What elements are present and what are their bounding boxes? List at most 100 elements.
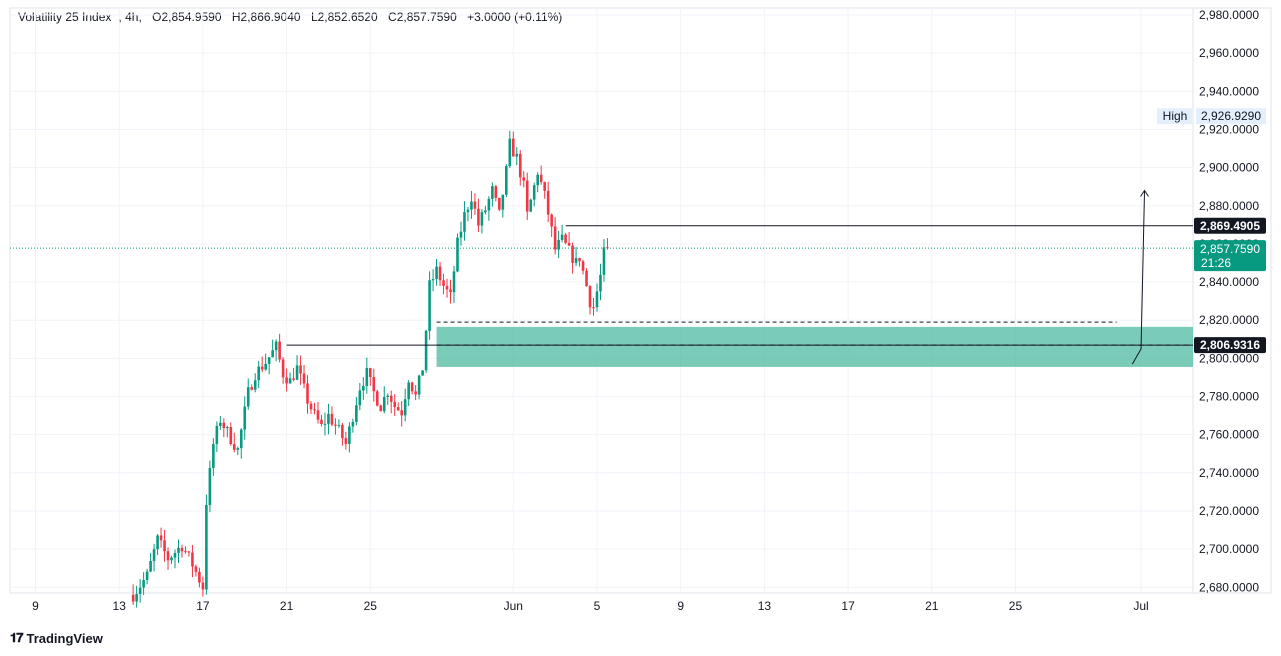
candle-body	[320, 419, 323, 425]
candle-body	[222, 422, 226, 429]
time-tick-label: 25	[364, 599, 378, 613]
candle-body	[285, 377, 288, 384]
candle-body	[201, 582, 205, 590]
support-badge	[1194, 337, 1266, 354]
candle-body	[501, 194, 505, 210]
candle-body	[219, 422, 222, 426]
support-badge-value: 2,806.9316	[1200, 338, 1260, 352]
candle-body	[348, 426, 351, 444]
price-tick-label: 2,960.0000	[1199, 46, 1259, 60]
candle-body	[341, 424, 344, 439]
candle-body	[435, 266, 438, 280]
time-tick-label: 5	[594, 599, 601, 613]
price-tick-label: 2,980.0000	[1199, 8, 1259, 22]
candle-body	[299, 365, 302, 374]
candle-body	[386, 395, 390, 398]
candle-body	[163, 540, 166, 552]
tradingview-logo[interactable]: 𝟏𝟕 TradingView	[10, 630, 103, 646]
candle-body	[529, 199, 533, 212]
time-tick-label: 25	[1009, 599, 1023, 613]
candle-body	[156, 535, 159, 550]
candle-body	[515, 153, 519, 157]
candle-body	[205, 504, 208, 590]
candle-body	[473, 201, 477, 209]
candle-body	[421, 370, 424, 376]
candle-body	[142, 580, 145, 588]
candle-body	[260, 366, 264, 370]
candle-body	[281, 359, 285, 378]
price-tick-label: 2,940.0000	[1199, 84, 1259, 98]
candle-body	[505, 166, 508, 195]
time-tick-label: Jul	[1133, 599, 1148, 613]
candle-body	[585, 270, 588, 287]
candle-body	[571, 245, 574, 263]
candle-body	[159, 535, 163, 541]
price-tick-label: 2,920.0000	[1199, 122, 1259, 136]
candle-body	[466, 209, 470, 213]
candle-body	[355, 405, 358, 422]
candle-body	[215, 425, 219, 444]
candle-body	[334, 424, 337, 426]
symbol-name[interactable]: Volatility 25 Index	[18, 10, 112, 24]
open-value: O2,854.9590	[152, 10, 222, 24]
candle-body	[362, 385, 365, 391]
brand-name: TradingView	[26, 630, 103, 646]
candle-body	[302, 373, 306, 384]
candle-body	[264, 363, 267, 370]
candle-body	[274, 341, 278, 351]
candle-body	[267, 357, 271, 364]
time-tick-label: 17	[841, 599, 855, 613]
candle-body	[369, 368, 372, 378]
candle-body	[309, 403, 313, 410]
candle-body	[212, 443, 215, 468]
candle-body	[257, 366, 260, 381]
change-value: +3.0000 (+0.11%)	[467, 10, 563, 24]
candle-body	[518, 153, 522, 178]
candle-body	[428, 280, 431, 331]
time-tick-label: 9	[32, 599, 39, 613]
candle-body	[487, 198, 491, 211]
candle-body	[400, 410, 403, 416]
candle-body	[271, 350, 274, 358]
candle-body	[344, 438, 348, 444]
levels-layer	[10, 189, 1193, 365]
time-tick-label: 13	[113, 599, 127, 613]
candle-body	[149, 560, 152, 572]
candle-body	[393, 401, 397, 408]
candle-body	[463, 212, 466, 232]
candle-body	[449, 289, 452, 293]
candle-body	[442, 280, 445, 286]
candle-body	[177, 547, 180, 553]
price-tick-label: 2,700.0000	[1199, 542, 1259, 556]
price-axis: 2,980.0000 2,960.0000 2,940.0000 2,920.0000…	[1157, 8, 1266, 594]
candle-body	[379, 405, 383, 412]
candle-body	[316, 410, 320, 420]
candle-body	[456, 237, 459, 272]
candle-body	[438, 266, 442, 281]
time-axis: 9 13 17 21 25 Jun 5 9 13 17 21 25 Jul	[32, 599, 1149, 613]
projection-arrow-head	[1140, 189, 1149, 197]
candle-body	[166, 551, 170, 561]
candle-body	[187, 551, 191, 553]
candle-body	[417, 375, 421, 395]
candle-body	[292, 378, 295, 380]
candle-body	[557, 239, 560, 250]
candle-body	[226, 427, 229, 429]
time-tick-label: 21	[280, 599, 294, 613]
candle-body	[194, 566, 198, 572]
candle-body	[445, 285, 449, 290]
candle-body	[410, 382, 414, 392]
price-tick-label: 2,800.0000	[1199, 351, 1259, 365]
price-tick-label: 2,880.0000	[1199, 199, 1259, 213]
candle-body	[543, 182, 546, 191]
time-tick-label: Jun	[504, 599, 523, 613]
candle-body	[574, 258, 578, 263]
candle-body	[511, 138, 515, 157]
candle-body	[599, 274, 602, 292]
candle-body	[372, 377, 376, 392]
price-tick-label: 2,820.0000	[1199, 313, 1259, 327]
candle-body	[508, 138, 512, 167]
resistance-badge	[1194, 217, 1266, 234]
candle-body	[567, 242, 571, 246]
